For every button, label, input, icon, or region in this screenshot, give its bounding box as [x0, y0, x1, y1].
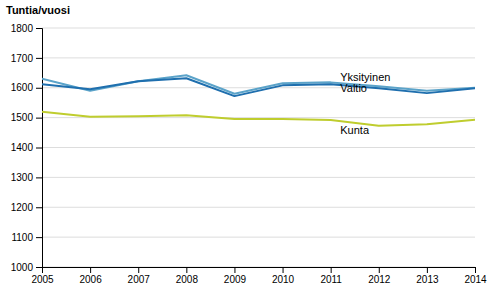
x-tick: 2009 — [224, 267, 247, 285]
x-tick-mark — [90, 267, 91, 273]
y-tick-label: 1500 — [11, 112, 34, 123]
y-tick: 1400 — [11, 142, 42, 153]
annotations: YksityinenValtioKunta — [340, 71, 390, 136]
grid-line — [42, 57, 475, 58]
x-tick-label: 2010 — [272, 274, 295, 285]
x-tick-label: 2007 — [128, 274, 151, 285]
y-tick: 1800 — [11, 23, 42, 34]
grid-line — [42, 237, 475, 238]
chart-container: Tuntia/vuosi 2005 2006 2007 2008 2009 2010 2011… — [0, 0, 491, 291]
y-axis: 1000 1100 1200 1300 1400 1500 1600 1700 1800 — [11, 23, 43, 273]
x-tick-label: 2013 — [416, 274, 439, 285]
y-tick: 1300 — [11, 172, 42, 183]
x-tick-mark — [427, 267, 428, 273]
y-tick: 1200 — [11, 202, 42, 213]
x-axis-line — [43, 268, 476, 274]
x-tick-mark — [186, 267, 187, 273]
y-tick-mark — [36, 148, 42, 149]
y-tick-mark — [36, 267, 42, 268]
y-tick-label: 1600 — [11, 82, 34, 93]
grid-line — [42, 147, 475, 148]
x-tick: 2007 — [128, 267, 151, 285]
x-tick-label: 2005 — [31, 274, 54, 285]
x-tick: 2013 — [416, 267, 439, 285]
y-tick-mark — [36, 28, 42, 29]
x-tick-mark — [475, 267, 476, 273]
x-tick-label: 2009 — [224, 274, 247, 285]
x-tick: 2014 — [464, 267, 487, 285]
y-tick-mark — [36, 118, 42, 119]
grid — [42, 28, 475, 267]
y-tick-label: 1700 — [11, 53, 34, 64]
y-tick-mark — [36, 207, 42, 208]
chart: Tuntia/vuosi 2005 2006 2007 2008 2009 2010 2011… — [0, 0, 491, 291]
y-tick-label: 1100 — [11, 232, 33, 243]
x-tick-label: 2006 — [79, 274, 102, 285]
y-tick-label: 1800 — [11, 23, 34, 34]
x-tick: 2011 — [320, 267, 342, 285]
y-tick: 1100 — [11, 232, 42, 243]
y-tick-label: 1300 — [11, 172, 34, 183]
x-tick-mark — [138, 267, 139, 273]
y-tick: 1000 — [11, 262, 42, 273]
grid-line — [42, 177, 475, 178]
x-tick-mark — [234, 267, 235, 273]
x-tick-label: 2011 — [320, 274, 342, 285]
y-tick-label: 1200 — [11, 202, 34, 213]
series-line — [42, 78, 475, 96]
y-axis-label: Tuntia/vuosi — [6, 4, 70, 16]
x-tick-mark — [331, 267, 332, 273]
grid-line — [42, 28, 475, 29]
annotation: Valtio — [340, 82, 367, 94]
x-tick-label: 2014 — [464, 274, 487, 285]
x-tick: 2005 — [31, 267, 54, 285]
plot-area — [42, 75, 475, 125]
x-tick-mark — [379, 267, 380, 273]
x-tick-mark — [283, 267, 284, 273]
x-tick-label: 2012 — [368, 274, 391, 285]
y-tick-label: 1400 — [11, 142, 34, 153]
y-tick-mark — [36, 88, 42, 89]
annotation: Kunta — [340, 124, 370, 136]
y-tick: 1600 — [11, 82, 42, 93]
y-axis-line — [36, 29, 43, 268]
y-tick-label: 1000 — [11, 262, 34, 273]
y-tick-mark — [36, 177, 42, 178]
series-line — [42, 112, 475, 126]
y-tick: 1500 — [11, 112, 42, 123]
x-axis: 2005 2006 2007 2008 2009 2010 2011 2012 2013 2014 — [31, 267, 487, 285]
x-tick: 2008 — [176, 267, 199, 285]
y-tick-mark — [36, 58, 42, 59]
x-tick-label: 2008 — [176, 274, 199, 285]
x-tick: 2010 — [272, 267, 295, 285]
x-tick: 2006 — [79, 267, 102, 285]
y-tick-mark — [36, 237, 42, 238]
grid-line — [42, 207, 475, 208]
y-tick: 1700 — [11, 53, 42, 64]
x-tick: 2012 — [368, 267, 391, 285]
